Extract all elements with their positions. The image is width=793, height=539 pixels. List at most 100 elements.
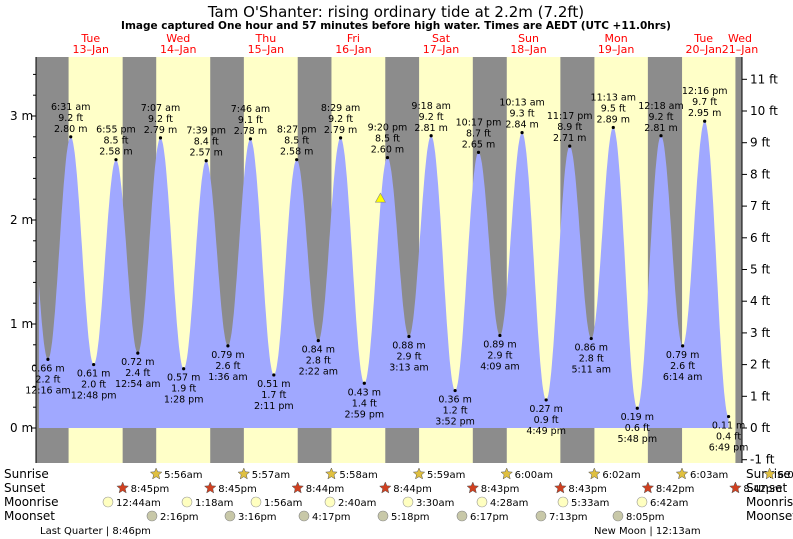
moonrise-time: 1:18am xyxy=(195,498,233,509)
day-date: 20–Jan xyxy=(685,43,721,56)
right-tick-label: 5 ft xyxy=(750,263,770,277)
low-tide-feet: 1.4 ft xyxy=(352,398,377,409)
low-tide-time: 4:09 am xyxy=(480,361,519,372)
chart-title: Tam O'Shanter: rising ordinary tide at 2… xyxy=(207,3,584,21)
tide-point xyxy=(385,156,390,160)
almanac-row-label-left: Sunset xyxy=(4,481,45,495)
right-tick-label: 7 ft xyxy=(750,199,770,213)
tide-point xyxy=(182,367,186,371)
right-tick-label: 11 ft xyxy=(750,72,778,86)
right-tick-label: -1 ft xyxy=(750,453,775,467)
right-tick-label: 8 ft xyxy=(750,167,770,181)
low-tide-metres: 0.79 m xyxy=(211,350,244,361)
day-name: Mon xyxy=(605,32,628,45)
moonrise-icon xyxy=(324,496,336,508)
low-tide-feet: 1.7 ft xyxy=(261,390,286,401)
day-date: 14–Jan xyxy=(160,43,196,56)
tide-point xyxy=(659,134,663,138)
sunrise-time: 6:03am xyxy=(690,470,728,481)
tide-point xyxy=(272,373,276,377)
moonset-icon xyxy=(612,510,624,522)
sunset-time: 8:43pm xyxy=(481,484,520,495)
low-tide-time: 4:49 pm xyxy=(526,426,566,437)
sunrise-icon xyxy=(149,467,163,480)
high-tide-feet: 9.3 ft xyxy=(510,109,535,120)
right-tick-label: 10 ft xyxy=(750,104,778,118)
low-tide-feet: 0.6 ft xyxy=(625,423,650,434)
low-tide-metres: 0.51 m xyxy=(257,379,290,390)
low-tide-time: 3:52 pm xyxy=(435,417,475,428)
chart-subtitle: Image captured One hour and 57 minutes b… xyxy=(121,20,671,32)
sunset-icon xyxy=(554,481,567,494)
low-tide-feet: 1.2 ft xyxy=(443,406,468,417)
high-tide-time: 7:46 am xyxy=(231,104,270,115)
low-tide-feet: 2.8 ft xyxy=(579,354,604,365)
moonrise-icon xyxy=(250,496,262,508)
sunrise-time: 5:58am xyxy=(339,470,377,481)
low-tide-time: 12:16 am xyxy=(25,385,70,396)
day-name: Tue xyxy=(693,32,713,45)
sunset-icon xyxy=(729,481,742,494)
sunrise-time: 5:59am xyxy=(427,470,465,481)
day-name: Wed xyxy=(166,32,190,45)
high-tide-metres: 2.81 m xyxy=(644,123,677,134)
high-tide-metres: 2.95 m xyxy=(688,108,721,119)
almanac-row-label-right: Moonset xyxy=(746,509,793,523)
low-tide-time: 3:13 am xyxy=(389,362,428,373)
low-tide-feet: 2.0 ft xyxy=(81,380,106,391)
day-date: 19–Jan xyxy=(598,43,634,56)
high-tide-time: 6:31 am xyxy=(51,102,90,113)
right-tick-label: 6 ft xyxy=(750,231,770,245)
low-tide-time: 1:36 am xyxy=(208,372,247,383)
moonset-icon xyxy=(456,510,468,522)
sunrise-icon xyxy=(412,467,426,480)
low-tide-feet: 2.2 ft xyxy=(35,374,60,385)
high-tide-time: 10:17 pm xyxy=(456,117,502,128)
low-tide-metres: 0.84 m xyxy=(302,345,335,356)
low-tide-time: 2:22 am xyxy=(299,367,338,378)
right-tick-label: 1 ft xyxy=(750,389,770,403)
high-tide-feet: 8.5 ft xyxy=(375,134,400,145)
high-tide-metres: 2.79 m xyxy=(324,125,357,136)
low-tide-time: 2:59 pm xyxy=(344,409,384,420)
high-tide-metres: 2.79 m xyxy=(144,125,177,136)
day-date: 21–Jan xyxy=(722,43,758,56)
day-name: Thu xyxy=(255,32,277,45)
high-tide-time: 10:13 am xyxy=(499,98,544,109)
high-tide-metres: 2.78 m xyxy=(234,126,267,137)
tide-point xyxy=(338,136,343,140)
high-tide-metres: 2.84 m xyxy=(505,120,538,131)
day-name: Sat xyxy=(432,32,451,45)
low-tide-time: 12:48 pm xyxy=(71,391,117,402)
tide-point xyxy=(726,414,731,419)
moonset-icon xyxy=(377,510,389,522)
tide-point xyxy=(92,362,96,367)
day-labels: Tue13–JanWed14–JanThu15–JanFri16–JanSat1… xyxy=(72,32,758,56)
high-tide-metres: 2.60 m xyxy=(371,145,404,156)
sunrise-time: 6:02am xyxy=(602,470,640,481)
right-tick-label: 4 ft xyxy=(750,294,770,308)
y-axis-right: -1 ft 0 ft 1 ft 2 ft 3 ft 4 ft 5 ft 6 ft 7 ft 8 f… xyxy=(741,57,778,467)
right-tick-label: 0 ft xyxy=(750,421,770,435)
sunrise-icon xyxy=(237,467,251,480)
moonset-time: 4:17pm xyxy=(312,512,351,523)
almanac-table: SunriseSunriseSunsetSunsetMoonriseMoonri… xyxy=(4,467,793,537)
moonset-time: 2:16pm xyxy=(160,512,199,523)
moonset-time: 6:17pm xyxy=(470,512,509,523)
moonrise-time: 4:28am xyxy=(490,498,528,509)
high-tide-time: 6:55 pm xyxy=(96,125,136,136)
high-tide-time: 12:16 pm xyxy=(682,86,728,97)
high-tide-metres: 2.57 m xyxy=(189,148,222,159)
high-tide-metres: 2.81 m xyxy=(414,123,447,134)
high-tide-metres: 2.58 m xyxy=(99,147,132,158)
sunset-time: 8:44pm xyxy=(393,484,432,495)
high-tide-feet: 9.2 ft xyxy=(419,112,444,123)
plot-area xyxy=(36,57,742,463)
low-tide-feet: 2.9 ft xyxy=(487,350,512,361)
sunrise-icon xyxy=(675,467,689,480)
low-tide-metres: 0.61 m xyxy=(77,369,110,380)
day-name: Sun xyxy=(518,32,539,45)
high-tide-feet: 9.5 ft xyxy=(601,103,626,114)
sunset-icon xyxy=(203,481,217,494)
tide-point xyxy=(158,136,163,140)
